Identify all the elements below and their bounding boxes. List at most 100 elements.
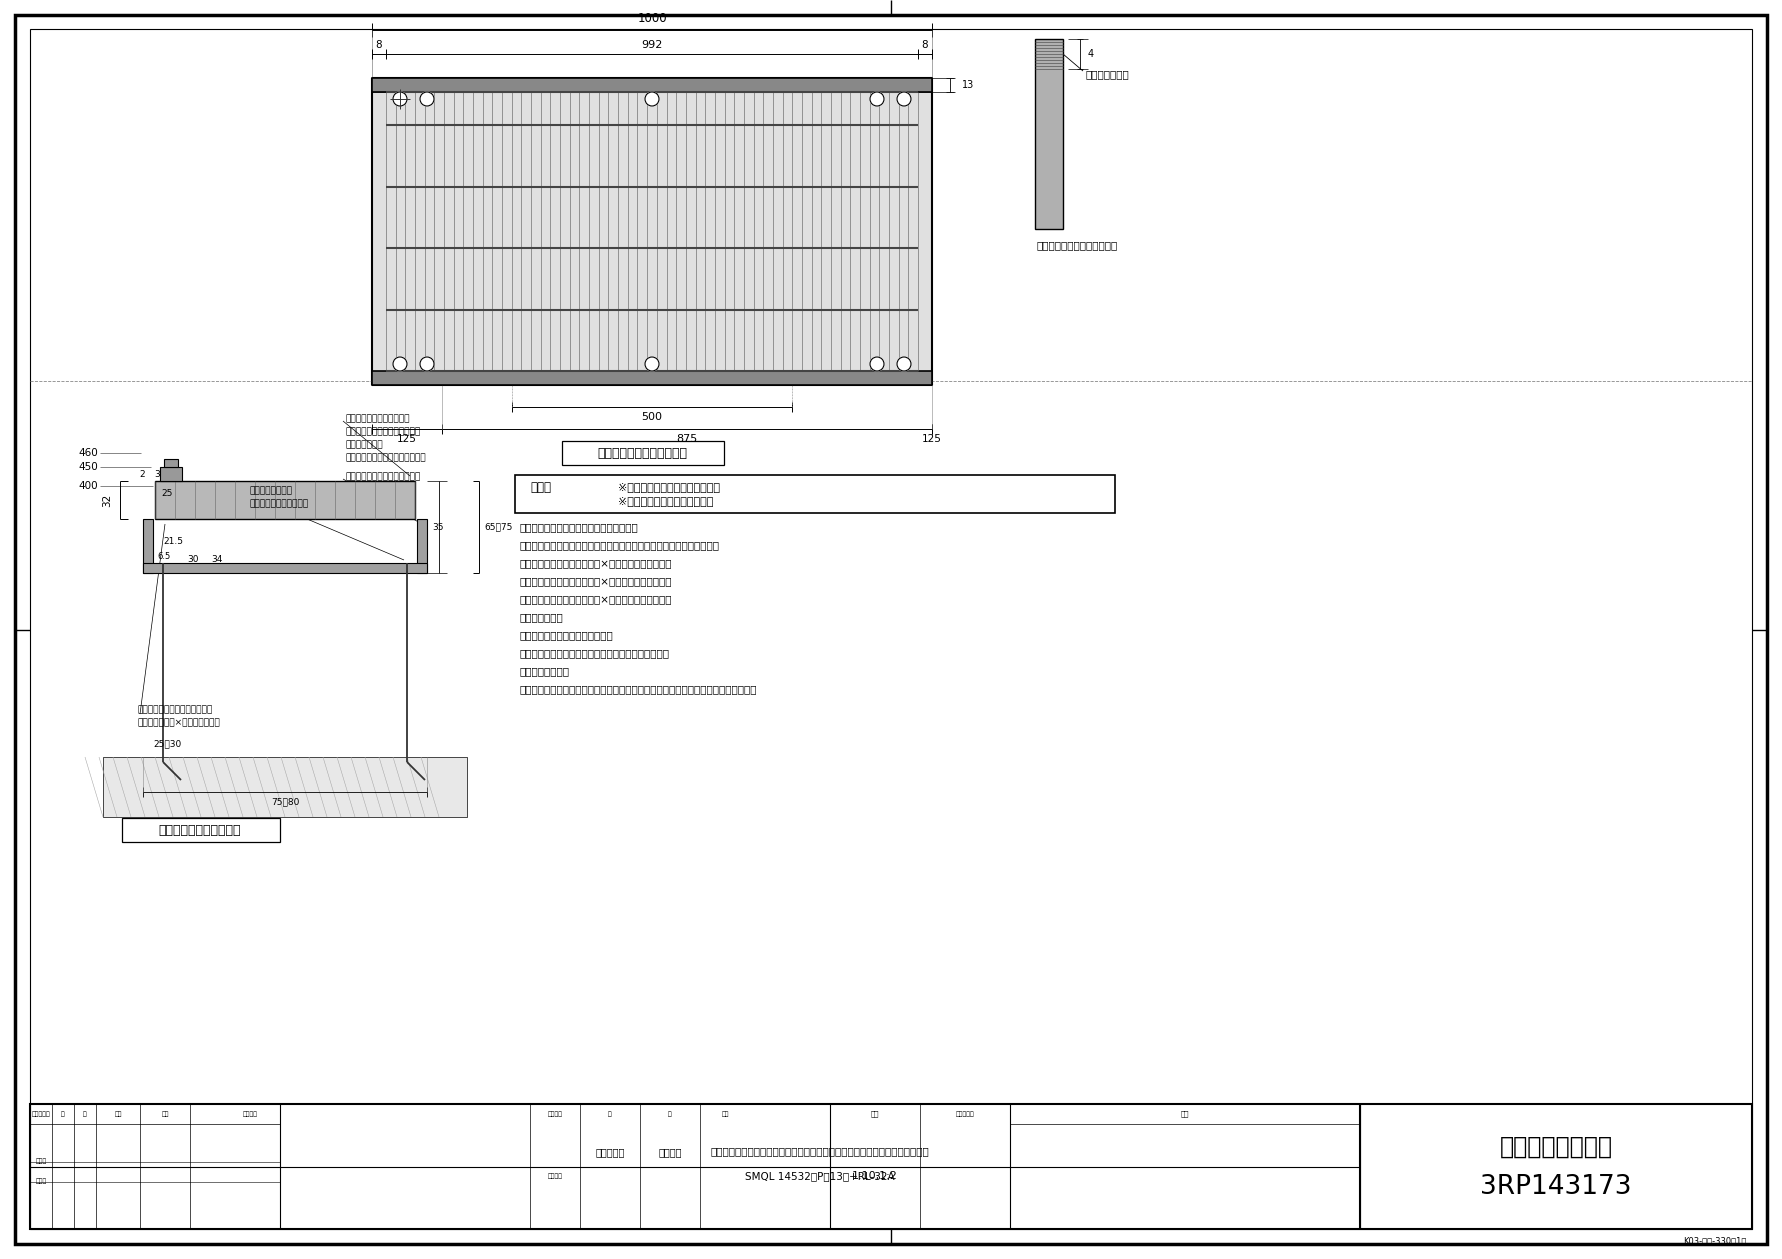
Text: ※適用荷重：ト－６（側溝用）: ※適用荷重：ト－６（側溝用） — [618, 496, 713, 506]
Bar — [372, 371, 932, 385]
Text: ＳＭＱＬ１４５３２（Ｐ＝１３）: ＳＭＱＬ１４５３２（Ｐ＝１３） — [346, 453, 426, 462]
Text: 酒井ひと美: 酒井ひと美 — [595, 1147, 625, 1157]
Text: ・　・: ・ ・ — [36, 1178, 46, 1185]
Text: 定尺：２０００: 定尺：２０００ — [520, 666, 570, 676]
Bar — [372, 92, 932, 371]
Bar — [121, 818, 280, 842]
Text: 125: 125 — [921, 434, 943, 444]
Text: 1000: 1000 — [638, 11, 666, 24]
Text: 500: 500 — [642, 412, 663, 422]
Circle shape — [645, 358, 659, 371]
Circle shape — [896, 92, 911, 106]
Text: 製図: 製図 — [114, 1112, 121, 1117]
Text: 図番: 図番 — [1181, 1110, 1189, 1117]
Text: クロスバー　ＦＢ３×２０（ＳＵＳ３０４）: クロスバー ＦＢ３×２０（ＳＵＳ３０４） — [520, 577, 672, 585]
Text: ステンレス製グレーチング: ステンレス製グレーチング — [346, 414, 410, 423]
Text: 作成年月日: 作成年月日 — [955, 1112, 975, 1117]
Text: 仕　様: 仕 様 — [529, 481, 551, 494]
Text: ステンレス製グレーチング　ボルト固定式　滑り止め模様付　横断溝・側溝用: ステンレス製グレーチング ボルト固定式 滑り止め模様付 横断溝・側溝用 — [711, 1147, 930, 1157]
Text: 8: 8 — [921, 40, 928, 50]
Bar — [143, 519, 153, 573]
Bar — [417, 519, 428, 573]
Text: 図: 図 — [608, 1112, 611, 1117]
Text: 34: 34 — [212, 554, 223, 564]
Text: 65〜75: 65〜75 — [485, 522, 513, 531]
Text: 2: 2 — [139, 470, 144, 478]
Text: 992: 992 — [642, 40, 663, 50]
Text: 125: 125 — [397, 434, 417, 444]
Circle shape — [421, 358, 435, 371]
Text: 松崎裕一: 松崎裕一 — [658, 1147, 683, 1157]
Text: ステンレス製受枚　ＲＬ－３２Ａ: ステンレス製受枚 ＲＬ－３２Ａ — [520, 630, 613, 640]
Text: K03-番組-330（1）: K03-番組-330（1） — [1684, 1236, 1746, 1245]
Text: 13: 13 — [962, 81, 975, 89]
Bar — [1035, 39, 1064, 229]
Bar — [561, 441, 723, 465]
Circle shape — [645, 92, 659, 106]
Text: 設計名称: 設計名称 — [547, 1112, 563, 1117]
Text: ステンレス製受枠ＲＬ－３２Ａ: ステンレス製受枠ＲＬ－３２Ａ — [346, 472, 421, 481]
Text: 460: 460 — [78, 448, 98, 458]
Text: 3RP143173: 3RP143173 — [1481, 1173, 1632, 1200]
Text: 25: 25 — [162, 488, 173, 497]
Text: 横断溝・側溝用: 横断溝・側溝用 — [346, 441, 383, 449]
Text: 年・月・日: 年・月・日 — [32, 1112, 50, 1117]
Text: 印: 印 — [84, 1112, 87, 1117]
Bar — [103, 757, 467, 817]
Text: 施工場所の状況に合わせて、アンカーをプライヤー等で折り曲げてご使用ください。: 施工場所の状況に合わせて、アンカーをプライヤー等で折り曲げてご使用ください。 — [520, 684, 757, 694]
Circle shape — [394, 358, 406, 371]
Text: キャップ付Ｕナット、平座金、: キャップ付Ｕナット、平座金、 — [137, 705, 214, 715]
Text: カネソウ株式会社: カネソウ株式会社 — [1499, 1134, 1613, 1158]
Circle shape — [870, 92, 884, 106]
Text: 400: 400 — [78, 481, 98, 491]
Bar — [30, 1104, 1752, 1229]
Text: ※適用荷重：ト－２（横断溝用）: ※適用荷重：ト－２（横断溝用） — [618, 482, 720, 492]
Text: 21.5: 21.5 — [162, 536, 184, 545]
Bar — [164, 460, 178, 467]
Text: 定尺：９９２: 定尺：９９２ — [520, 612, 563, 622]
Text: 工事名称: 工事名称 — [242, 1112, 258, 1117]
Text: 30: 30 — [187, 554, 200, 564]
Circle shape — [421, 92, 435, 106]
Text: 75〜80: 75〜80 — [271, 797, 299, 807]
Text: 6.5: 6.5 — [157, 551, 171, 560]
Text: 検図: 検図 — [160, 1112, 169, 1117]
Text: 35: 35 — [431, 522, 444, 531]
Text: 滑り止め模様付　横断溝・側溝用　ＳＭＱＬ　１４５３２（Ｐ＝１３）: 滑り止め模様付 横断溝・側溝用 ＳＭＱＬ １４５３２（Ｐ＝１３） — [520, 540, 720, 550]
Text: 875: 875 — [677, 434, 697, 444]
Text: 固定ボルトＭ８×１６（ＳＵＳ）: 固定ボルトＭ８×１６（ＳＵＳ） — [137, 719, 221, 728]
Text: 材質：ステンレス鈗板ｔ＝３．０（ＳＵＳ３０４）: 材質：ステンレス鈗板ｔ＝３．０（ＳＵＳ３０４） — [520, 648, 670, 658]
Text: ボルト固定式　滑り止め模様付: ボルト固定式 滑り止め模様付 — [346, 428, 421, 437]
Text: ローレット模様: ローレット模様 — [1085, 69, 1128, 79]
Text: サイドバー　ＦＢ４×３２（ＳＵＳ３０４）: サイドバー ＦＢ４×３２（ＳＵＳ３０４） — [520, 594, 672, 604]
Bar — [160, 467, 182, 481]
Bar — [515, 475, 1116, 512]
Text: 4: 4 — [1089, 49, 1094, 59]
Circle shape — [870, 358, 884, 371]
Text: 縮尺: 縮尺 — [871, 1110, 879, 1117]
Circle shape — [896, 358, 911, 371]
Text: 材質：メインバー　ＦＢ４×３２（ＳＵＳ３０４）: 材質：メインバー ＦＢ４×３２（ＳＵＳ３０４） — [520, 558, 672, 568]
Text: 平面詳細図　Ｓ＝１：１０: 平面詳細図 Ｓ＝１：１０ — [597, 447, 688, 460]
Text: ステンレス製グレーチング　ボルト固定式: ステンレス製グレーチング ボルト固定式 — [520, 522, 638, 533]
Bar — [372, 78, 932, 92]
Text: 断面詳細図　Ｓ＝１：２: 断面詳細図 Ｓ＝１：２ — [159, 823, 241, 836]
Bar — [143, 563, 428, 573]
Text: SMQL 14532（P＝13）+RL-32A: SMQL 14532（P＝13）+RL-32A — [745, 1172, 895, 1181]
Text: ・　・: ・ ・ — [36, 1158, 46, 1165]
Text: 承認: 承認 — [722, 1112, 729, 1117]
Text: 内: 内 — [61, 1112, 64, 1117]
Circle shape — [394, 92, 406, 106]
Text: 32: 32 — [102, 494, 112, 506]
Text: 1:10,1:2: 1:10,1:2 — [852, 1172, 898, 1181]
Text: 3: 3 — [153, 470, 160, 478]
Text: メインバー表面　Ｓ＝１：１: メインバー表面 Ｓ＝１：１ — [1037, 240, 1117, 251]
Text: 450: 450 — [78, 462, 98, 472]
Bar — [155, 481, 415, 519]
Text: 図面名号: 図面名号 — [547, 1173, 563, 1180]
Text: 8: 8 — [376, 40, 383, 50]
Text: ｔ＝２．０（ＳＥＣＣ）: ｔ＝２．０（ＳＥＣＣ） — [249, 500, 308, 509]
Text: アンカー＠５００: アンカー＠５００ — [249, 486, 292, 496]
Text: 検: 検 — [668, 1112, 672, 1117]
Text: 25〜30: 25〜30 — [153, 739, 182, 749]
